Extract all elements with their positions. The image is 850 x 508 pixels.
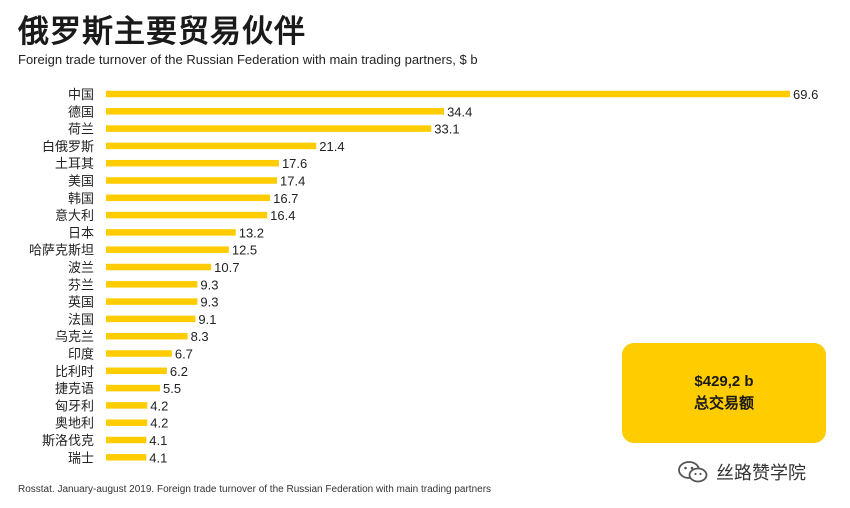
category-label: 捷克语 [55, 382, 94, 397]
bar [106, 194, 271, 202]
value-label: 9.3 [200, 277, 218, 292]
total-turnover-box: $429,2 b 总交易额 [622, 343, 826, 443]
value-label: 4.1 [149, 433, 167, 448]
category-label: 比利时 [55, 365, 94, 380]
value-label: 33.1 [434, 122, 459, 137]
bar [106, 159, 279, 167]
category-label: 印度 [68, 347, 94, 363]
bar [106, 125, 432, 132]
bar [106, 229, 236, 236]
bar [106, 402, 148, 409]
total-value: $429,2 b [694, 373, 754, 390]
value-label: 21.4 [319, 139, 344, 154]
category-label: 芬兰 [68, 278, 94, 293]
bar [106, 263, 212, 271]
category-label: 法国 [68, 313, 94, 328]
value-label: 17.6 [282, 156, 307, 171]
value-label: 5.5 [163, 381, 181, 396]
category-label: 荷兰 [68, 123, 94, 138]
category-label: 奥地利 [55, 417, 94, 432]
category-label: 美国 [68, 175, 94, 190]
category-label: 哈萨克斯坦 [29, 244, 94, 259]
bar [106, 454, 147, 461]
bar [106, 211, 268, 219]
value-label: 16.7 [273, 191, 298, 206]
value-label: 34.4 [447, 104, 472, 119]
bar [106, 367, 167, 375]
category-label: 土耳其 [55, 157, 94, 172]
bar [106, 90, 790, 98]
value-label: 17.4 [280, 174, 305, 189]
category-label: 德国 [68, 105, 94, 120]
bar [106, 177, 277, 184]
bar [106, 384, 161, 392]
value-label: 9.3 [200, 295, 218, 310]
value-label: 12.5 [232, 243, 257, 258]
wechat-icon [678, 461, 708, 483]
value-label: 9.1 [198, 312, 216, 327]
watermark-text: 丝路赞学院 [716, 463, 806, 484]
page-title: 俄罗斯主要贸易伙伴 [18, 14, 306, 50]
category-label: 匈牙利 [55, 399, 94, 414]
watermark: 丝路赞学院 [678, 459, 806, 485]
category-label: 日本 [68, 226, 94, 241]
bar [106, 142, 317, 150]
bar [106, 350, 172, 357]
value-label: 8.3 [191, 329, 209, 344]
bar [106, 281, 198, 288]
category-label: 英国 [68, 296, 94, 311]
category-label: 波兰 [68, 261, 94, 276]
bar [106, 436, 147, 444]
bar [106, 246, 229, 253]
bar [106, 332, 188, 340]
category-label: 中国 [68, 88, 94, 103]
value-label: 4.2 [150, 398, 168, 413]
category-label: 意大利 [55, 208, 94, 224]
category-label: 韩国 [68, 192, 94, 207]
value-label: 69.6 [793, 87, 818, 102]
value-label: 4.2 [150, 416, 168, 431]
source-note: Rosstat. January-august 2019. Foreign tr… [18, 484, 492, 495]
value-label: 6.2 [170, 364, 188, 379]
value-label: 16.4 [270, 208, 295, 223]
bar [106, 315, 196, 323]
category-label: 白俄罗斯 [42, 139, 94, 155]
value-label: 4.1 [149, 450, 167, 465]
value-label: 13.2 [239, 225, 264, 240]
chart-subtitle: Foreign trade turnover of the Russian Fe… [18, 52, 478, 67]
bar [106, 419, 148, 426]
category-label: 瑞士 [68, 451, 94, 466]
total-label: 总交易额 [693, 395, 754, 412]
category-label: 斯洛伐克 [42, 434, 94, 449]
bar [106, 108, 445, 115]
value-label: 6.7 [175, 347, 193, 362]
bar [106, 298, 198, 305]
category-label: 乌克兰 [55, 329, 94, 345]
value-label: 10.7 [214, 260, 239, 275]
